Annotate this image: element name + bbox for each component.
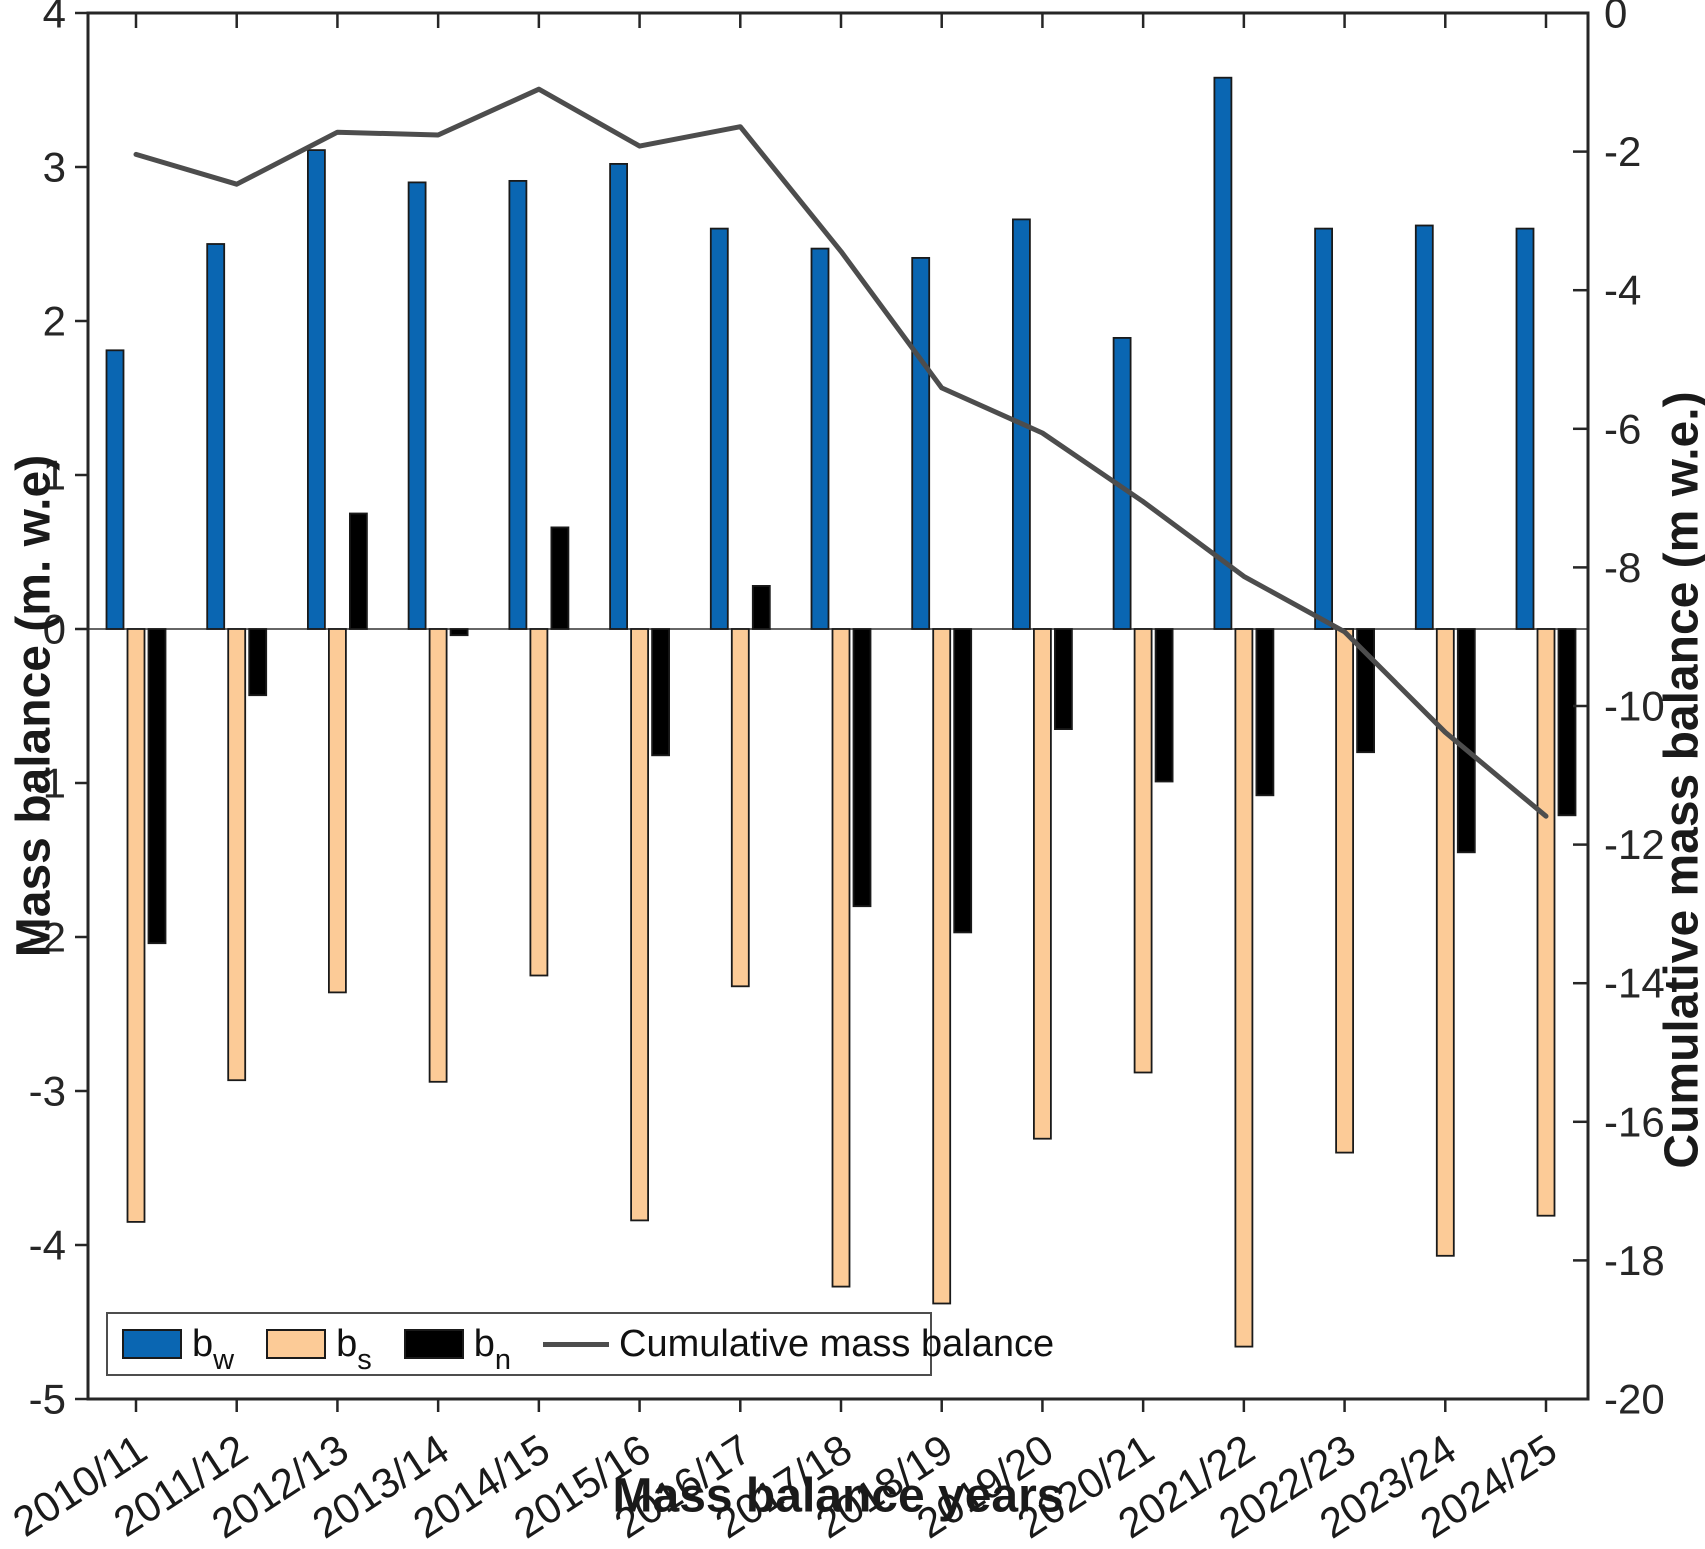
right-axis-title: Cumulative mass balance (m w.e.) — [1655, 391, 1705, 1169]
bar-bw-2023/24 — [1414, 224, 1434, 630]
bar-bn-2011/12 — [248, 628, 268, 697]
bar-bs-2024/25 — [1536, 628, 1556, 1217]
bar-bs-2022/23 — [1335, 628, 1354, 1154]
left-tick-label: -1 — [29, 760, 66, 807]
bar-bn-2016/17 — [751, 585, 771, 630]
bar-bw-2011/12 — [206, 243, 226, 630]
bar-bn-2021/22 — [1255, 628, 1275, 797]
right-tick-label: -2 — [1604, 128, 1641, 175]
bar-bs-2020/21 — [1133, 628, 1153, 1074]
legend-label-cumulative: Cumulative mass balance — [619, 1323, 1055, 1365]
bar-bw-2021/22 — [1213, 76, 1233, 630]
bar-bw-2012/13 — [306, 149, 326, 630]
legend-label-bs: bs — [336, 1323, 372, 1377]
legend-label-bn: bn — [473, 1323, 512, 1377]
left-tick-label: -4 — [29, 1222, 66, 1269]
x-axis-title: Mass balance years — [612, 1469, 1064, 1523]
legend: bw bs bn Cumulative mass balance — [106, 1312, 1054, 1377]
right-tick-label: -14 — [1604, 960, 1665, 1007]
bar-bs-2023/24 — [1435, 628, 1455, 1257]
left-tick-label: 2 — [43, 298, 66, 345]
legend-item-bw: bw — [122, 1323, 235, 1377]
bar-bw-2018/19 — [911, 256, 931, 630]
bar-bw-2024/25 — [1515, 227, 1535, 630]
bar-bn-2020/21 — [1154, 628, 1174, 783]
left-tick-label: -2 — [29, 914, 66, 961]
right-tick-label: -18 — [1604, 1237, 1665, 1284]
left-tick-label: -3 — [29, 1068, 66, 1115]
legend-label-bw: bw — [192, 1323, 235, 1377]
cumulative-line — [133, 86, 1549, 819]
left-tick-label: 0 — [43, 606, 66, 653]
legend-item-cumulative: Cumulative mass balance — [543, 1325, 1054, 1363]
left-axis-title: Mass balance (m. w.e) — [7, 454, 61, 958]
bar-bn-2018/19 — [953, 628, 973, 934]
right-tick-label: 0 — [1604, 0, 1627, 37]
legend-swatch-bs — [266, 1329, 327, 1359]
bar-bn-2012/13 — [348, 512, 368, 630]
bar-bw-2010/11 — [105, 349, 125, 630]
right-tick-label: -20 — [1604, 1376, 1665, 1423]
bar-bs-2015/16 — [630, 628, 649, 1222]
bar-bs-2016/17 — [730, 628, 750, 988]
bar-bw-2015/16 — [609, 162, 628, 630]
bar-bn-2013/14 — [449, 628, 469, 637]
bar-bs-2021/22 — [1234, 628, 1254, 1348]
left-tick-label: 3 — [43, 144, 66, 191]
right-tick-label: -6 — [1604, 405, 1641, 452]
bar-bs-2014/15 — [529, 628, 549, 977]
bar-bs-2012/13 — [327, 628, 347, 994]
right-tick-label: -4 — [1604, 267, 1641, 314]
bar-bw-2022/23 — [1314, 227, 1333, 630]
bar-bs-2013/14 — [428, 628, 448, 1083]
bar-bn-2024/25 — [1557, 628, 1577, 817]
bar-bn-2015/16 — [651, 628, 670, 757]
left-tick-label: 4 — [43, 0, 66, 37]
legend-item-bn: bn — [403, 1323, 512, 1377]
bar-bw-2017/18 — [810, 247, 830, 630]
bar-bs-2017/18 — [831, 628, 851, 1288]
left-tick-label: 1 — [43, 452, 66, 499]
right-tick-label: -8 — [1604, 544, 1641, 591]
legend-swatch-bw — [122, 1329, 182, 1359]
bar-bn-2019/20 — [1054, 628, 1073, 730]
right-tick-label: -10 — [1604, 683, 1665, 730]
legend-item-bs: bs — [266, 1323, 372, 1377]
bar-bw-2014/15 — [508, 179, 528, 630]
bar-bs-2018/19 — [932, 628, 952, 1305]
bar-bn-2023/24 — [1456, 628, 1476, 854]
bar-bn-2017/18 — [852, 628, 872, 908]
bar-bs-2019/20 — [1033, 628, 1052, 1140]
legend-swatch-bn — [403, 1329, 464, 1359]
bar-bw-2013/14 — [407, 181, 427, 630]
right-tick-label: -16 — [1604, 1098, 1665, 1145]
left-tick-label: -5 — [29, 1376, 66, 1423]
bar-bs-2011/12 — [227, 628, 247, 1082]
right-tick-label: -12 — [1604, 821, 1665, 868]
legend-line-icon — [543, 1341, 610, 1347]
bar-bn-2014/15 — [550, 526, 570, 630]
bar-bw-2016/17 — [709, 227, 729, 630]
bar-bn-2010/11 — [147, 628, 167, 945]
bar-bs-2010/11 — [126, 628, 146, 1223]
